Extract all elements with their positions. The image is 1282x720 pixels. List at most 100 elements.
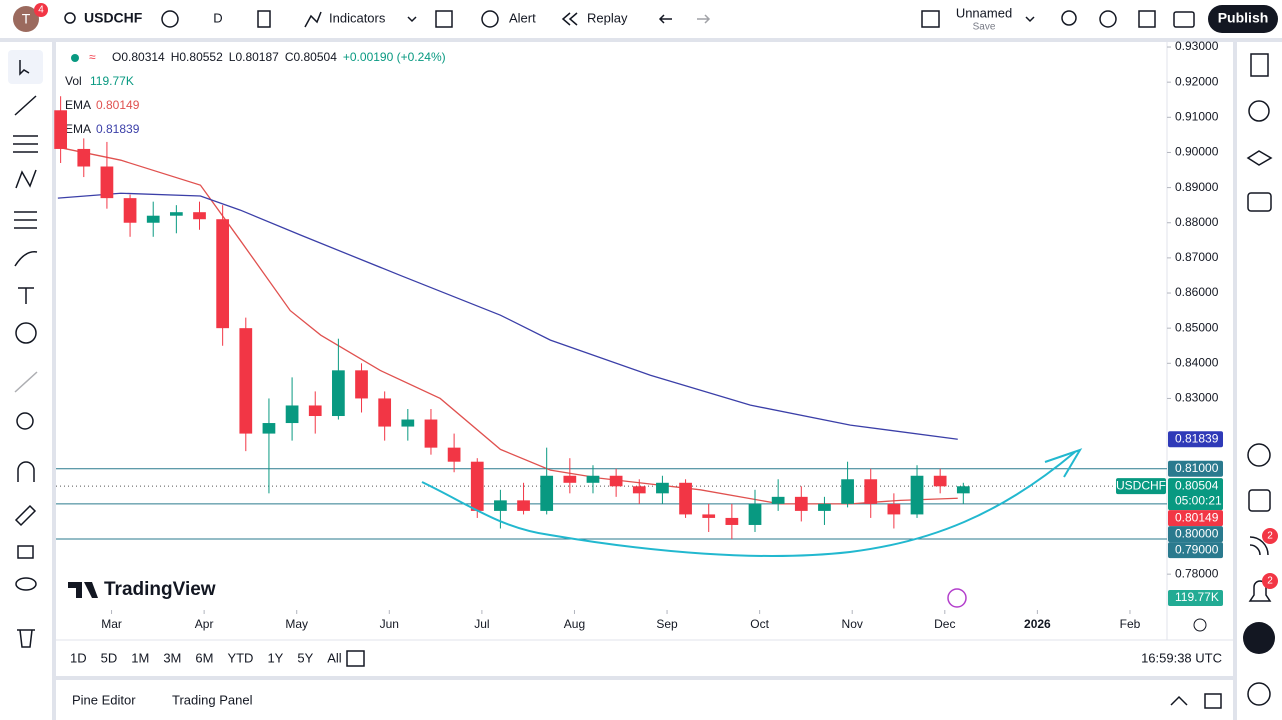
draw-mode[interactable]: [14, 504, 37, 527]
candle-body: [517, 500, 530, 511]
badge: [1262, 573, 1278, 589]
range-button[interactable]: 6M: [195, 650, 213, 665]
zoom-tool[interactable]: [16, 412, 34, 430]
fullscreen[interactable]: [1138, 10, 1156, 28]
candle-body: [679, 482, 692, 515]
candle-body: [818, 503, 831, 511]
maximize[interactable]: [1204, 693, 1222, 709]
range-button[interactable]: 1M: [131, 650, 149, 665]
redo[interactable]: [697, 14, 711, 24]
brush-tool[interactable]: [14, 251, 38, 267]
notifications[interactable]: [1248, 580, 1272, 602]
candle-body: [424, 419, 438, 448]
text-tool[interactable]: [18, 287, 34, 304]
layers[interactable]: [1246, 150, 1273, 166]
range-button[interactable]: 1Y: [267, 650, 283, 665]
settings[interactable]: [1099, 10, 1117, 28]
alerts-panel[interactable]: [1248, 100, 1270, 122]
magnet-tool[interactable]: [17, 461, 35, 482]
ruler-tool[interactable]: [14, 371, 38, 393]
price-label-text: 0.81000: [1175, 461, 1219, 475]
replay[interactable]: Replay: [587, 10, 628, 25]
ema-label: EMA: [65, 98, 91, 112]
price-label: [1168, 478, 1223, 511]
cursor-tool[interactable]: [19, 60, 30, 76]
price-countdown: 05:00:21: [1175, 493, 1222, 507]
candle-body: [308, 405, 322, 417]
date-range-icon[interactable]: [346, 650, 365, 667]
y-tick-label: 0.84000: [1175, 355, 1219, 369]
range-button[interactable]: 3M: [163, 650, 181, 665]
left-toolbar: [0, 42, 52, 720]
plot: 0.93000 0.92000 0.91000 0.90000 0.89000 0.880…: [54, 39, 1223, 632]
ema-value: 0.80149: [96, 98, 140, 112]
fib-tool[interactable]: [13, 135, 38, 153]
collapse[interactable]: [1170, 695, 1188, 706]
help[interactable]: [1247, 682, 1271, 706]
search-icon[interactable]: [64, 12, 76, 24]
interval[interactable]: D: [213, 10, 222, 25]
alert[interactable]: Alert: [509, 10, 536, 25]
logo-mark: [68, 582, 98, 598]
y-tick-label: 0.90000: [1175, 145, 1219, 159]
replay-icon[interactable]: [561, 12, 578, 26]
range-button[interactable]: YTD: [227, 650, 253, 665]
add-symbol[interactable]: [161, 10, 179, 28]
tab[interactable]: Trading Panel: [172, 692, 253, 707]
emoji-tool[interactable]: [15, 322, 37, 344]
templates-icon[interactable]: [435, 10, 453, 28]
dropdown[interactable]: [407, 16, 417, 23]
target[interactable]: [1247, 443, 1271, 467]
calendar[interactable]: [1248, 489, 1271, 512]
stream[interactable]: [1249, 536, 1269, 556]
visibility-tool[interactable]: [15, 577, 37, 591]
badge: [1262, 528, 1278, 544]
event-icon[interactable]: [947, 588, 967, 608]
quick-search[interactable]: [1061, 10, 1077, 26]
ohlc-legend: O0.80314 H0.80552 L0.80187 C0.80504 +0.00190…: [112, 50, 446, 64]
watchlist[interactable]: [1250, 53, 1269, 77]
layout-icon[interactable]: [921, 10, 940, 28]
pattern-tool[interactable]: [15, 169, 37, 189]
range-button[interactable]: All: [327, 650, 342, 665]
candle-body: [748, 503, 762, 525]
y-tick-label: 0.87000: [1175, 250, 1219, 264]
x-tick-label: 2026: [1024, 617, 1051, 631]
right-sidebar: [1237, 42, 1282, 720]
layout-name[interactable]: Unnamed: [956, 5, 1012, 20]
alert-icon[interactable]: [481, 10, 499, 28]
trend-line-tool[interactable]: [14, 95, 37, 116]
range-button[interactable]: 5D: [101, 650, 118, 665]
tab[interactable]: Pine Editor: [72, 692, 136, 707]
ema-label: EMA: [65, 122, 91, 136]
candle-body: [355, 370, 368, 399]
candle-body: [332, 370, 345, 417]
chart-type-icon[interactable]: [257, 10, 271, 28]
apps-button[interactable]: [1243, 622, 1275, 654]
tool-active: [8, 50, 43, 84]
symbol-tag-text: USDCHF: [1116, 478, 1166, 492]
dropdown[interactable]: [1025, 16, 1035, 23]
x-tick-label: Sep: [656, 617, 678, 631]
undo[interactable]: [658, 14, 672, 24]
indicators[interactable]: Indicators: [329, 10, 386, 25]
candle-body: [702, 514, 716, 518]
range-button[interactable]: 1D: [70, 650, 87, 665]
candle-body: [262, 423, 276, 434]
range-button[interactable]: 5Y: [297, 650, 313, 665]
snapshot[interactable]: [1173, 11, 1195, 28]
axis-settings[interactable]: [1193, 618, 1207, 632]
candle-body: [656, 482, 669, 494]
candle-body: [910, 475, 924, 515]
symbol[interactable]: USDCHF: [84, 10, 143, 26]
lock-tool[interactable]: [17, 545, 34, 559]
chat[interactable]: [1247, 192, 1272, 212]
price-label: [1168, 460, 1223, 477]
indicators-icon[interactable]: [304, 11, 322, 28]
price-label-text: 0.81839: [1175, 431, 1219, 445]
trash-tool[interactable]: [17, 629, 35, 648]
avatar[interactable]: [13, 6, 39, 32]
prediction-tool[interactable]: [14, 211, 37, 229]
publish-button[interactable]: [1208, 5, 1278, 33]
y-tick-label: 0.86000: [1175, 285, 1219, 299]
